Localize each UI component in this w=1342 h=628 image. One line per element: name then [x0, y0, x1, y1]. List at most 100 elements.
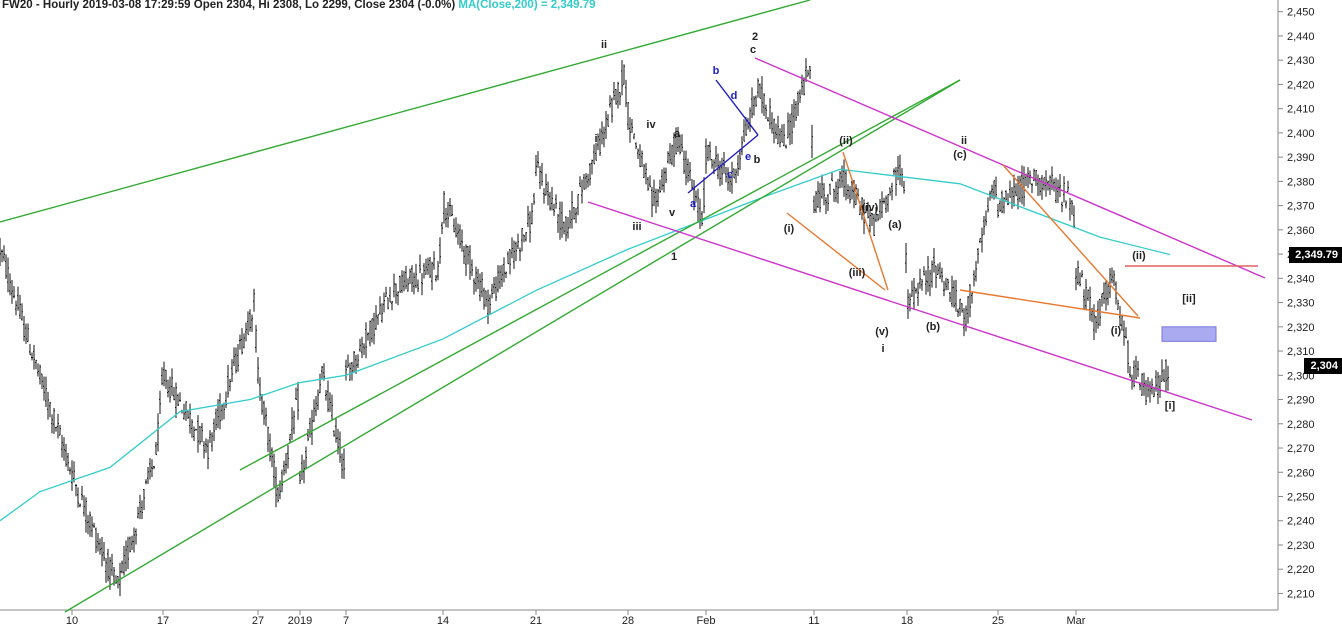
- wave-label: ii: [961, 135, 967, 147]
- candle: [733, 168, 735, 179]
- wave-label: (i): [784, 223, 795, 235]
- candle: [623, 64, 625, 85]
- candle: [325, 390, 327, 401]
- candle: [637, 148, 639, 160]
- candle: [683, 150, 685, 174]
- candle: [1157, 371, 1159, 405]
- candle: [385, 286, 387, 297]
- candle: [489, 294, 491, 315]
- candle: [443, 191, 445, 224]
- candle: [1081, 270, 1083, 278]
- candle: [241, 328, 243, 355]
- candle: [105, 557, 107, 583]
- candle: [895, 166, 897, 196]
- candle: [371, 318, 373, 343]
- candle: [937, 263, 939, 275]
- wave-label: a: [674, 128, 681, 140]
- candle: [87, 514, 89, 535]
- candle: [269, 433, 271, 462]
- wave-label: c: [750, 44, 756, 56]
- candle: [265, 407, 267, 427]
- candle: [321, 365, 323, 379]
- candle: [341, 453, 343, 479]
- wave-label: d: [731, 90, 738, 102]
- candle: [463, 246, 465, 264]
- candle: [1059, 174, 1061, 198]
- candle: [311, 409, 313, 446]
- candle: [701, 211, 703, 227]
- candle: [591, 159, 593, 175]
- candle: [807, 69, 809, 77]
- candle: [301, 454, 303, 481]
- candle: [363, 343, 365, 356]
- candle: [729, 174, 731, 192]
- candle: [81, 485, 83, 501]
- candle: [291, 407, 293, 440]
- candle: [409, 268, 411, 285]
- candle: [193, 426, 195, 442]
- candle: [711, 158, 713, 169]
- x-tick-label: 2019: [288, 615, 312, 627]
- candle: [1137, 360, 1139, 377]
- candle: [875, 207, 877, 223]
- candle: [253, 288, 255, 312]
- candle: [461, 229, 463, 252]
- candle: [597, 133, 599, 151]
- candle: [601, 121, 603, 145]
- candle: [647, 176, 649, 191]
- candle: [617, 81, 619, 109]
- candle: [553, 203, 555, 216]
- candle: [43, 376, 45, 401]
- trendline: [64, 79, 961, 613]
- candle: [725, 167, 727, 183]
- candle: [319, 373, 321, 394]
- candle: [0, 237, 1, 267]
- candle: [615, 88, 617, 105]
- candle: [433, 251, 435, 270]
- candle: [595, 142, 597, 161]
- candle: [163, 361, 165, 387]
- candle: [917, 282, 919, 306]
- candle: [1133, 360, 1135, 388]
- candle: [201, 422, 203, 443]
- candle: [829, 183, 831, 195]
- candle: [69, 467, 71, 475]
- candle: [229, 378, 231, 392]
- candle: [333, 430, 335, 437]
- x-tick-label: 28: [622, 615, 634, 627]
- candle: [1083, 289, 1085, 310]
- candle: [1119, 305, 1121, 327]
- candle: [379, 296, 381, 315]
- candle: [211, 432, 213, 452]
- wave-label: 2: [752, 31, 758, 43]
- candle: [985, 210, 987, 226]
- candle: [885, 195, 887, 213]
- candle: [843, 159, 845, 197]
- candle: [849, 186, 851, 204]
- candle: [249, 309, 251, 332]
- candle: [603, 126, 605, 148]
- x-tick-label: 17: [157, 615, 169, 627]
- candle: [1061, 201, 1063, 213]
- wave-label: (v): [875, 326, 889, 338]
- x-tick-label: 18: [901, 615, 913, 627]
- candle: [631, 118, 633, 133]
- candle: [95, 527, 97, 554]
- candle: [541, 162, 543, 186]
- candle: [47, 391, 49, 420]
- candle: [231, 359, 233, 383]
- candle: [755, 95, 757, 107]
- candle: [79, 503, 81, 508]
- x-tick-label: 11: [808, 615, 819, 627]
- candle: [573, 207, 575, 220]
- candle: [169, 376, 171, 403]
- candle: [1161, 359, 1163, 382]
- candle: [1097, 300, 1099, 329]
- wave-label: b: [713, 65, 720, 77]
- candle: [361, 336, 363, 359]
- wave-label: (a): [888, 219, 902, 231]
- trendline: [239, 79, 961, 471]
- candle: [827, 194, 829, 211]
- candle: [1129, 365, 1131, 378]
